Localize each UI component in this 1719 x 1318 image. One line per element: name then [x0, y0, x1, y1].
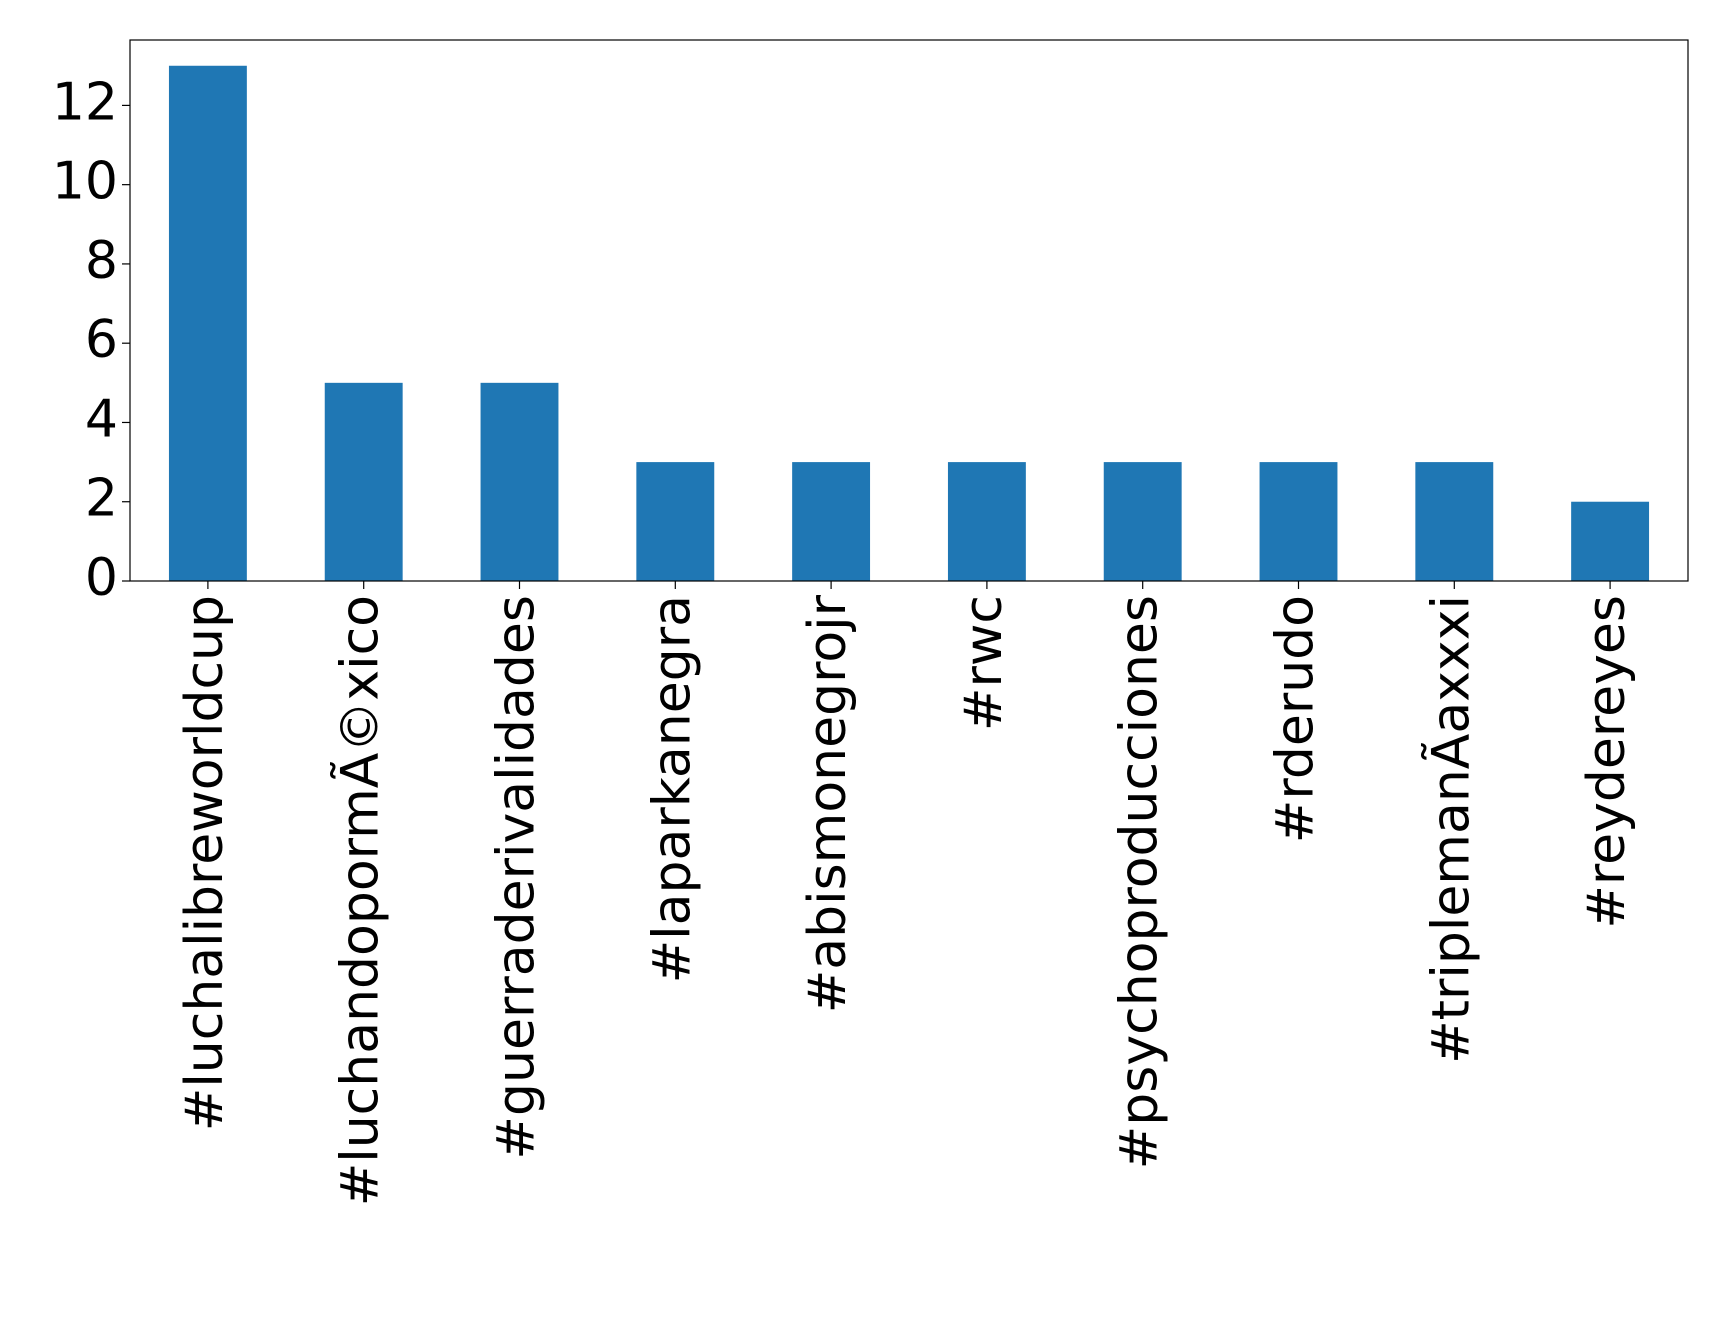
- x-tick-label: #triplemanÃ­axxxi: [1420, 595, 1481, 1064]
- bar: [947, 462, 1026, 581]
- y-tick-label: 0: [85, 548, 118, 608]
- bar: [1103, 462, 1182, 581]
- x-tick-label: #luchalibreworldcup: [175, 595, 235, 1131]
- bar: [1415, 462, 1494, 581]
- bar: [792, 462, 871, 581]
- x-tick-label: #guerraderivalidades: [487, 595, 547, 1160]
- y-tick-label: 2: [85, 469, 118, 529]
- bar: [324, 382, 403, 581]
- x-tick-label: #rderudo: [1266, 595, 1326, 843]
- x-tick-label: #reydereyes: [1577, 595, 1637, 929]
- bar: [1571, 501, 1650, 581]
- bar: [480, 382, 559, 581]
- bar: [1259, 462, 1338, 581]
- y-tick-label: 8: [85, 231, 118, 291]
- bar: [168, 65, 247, 581]
- x-tick-label: #laparkanegra: [642, 595, 702, 983]
- x-tick-label: #abismonegrojr: [798, 594, 858, 1013]
- plot-frame: [129, 39, 1689, 582]
- x-tick-label: #rwc: [954, 595, 1014, 731]
- x-tick-label: #psychoproducciones: [1110, 595, 1170, 1169]
- y-tick-label: 12: [52, 72, 118, 132]
- x-tick-label: #luchandopormÃ©xico: [330, 595, 391, 1206]
- y-tick-label: 4: [85, 389, 118, 449]
- y-tick-label: 6: [85, 310, 118, 370]
- y-tick-label: 10: [52, 152, 118, 212]
- bar: [636, 462, 715, 581]
